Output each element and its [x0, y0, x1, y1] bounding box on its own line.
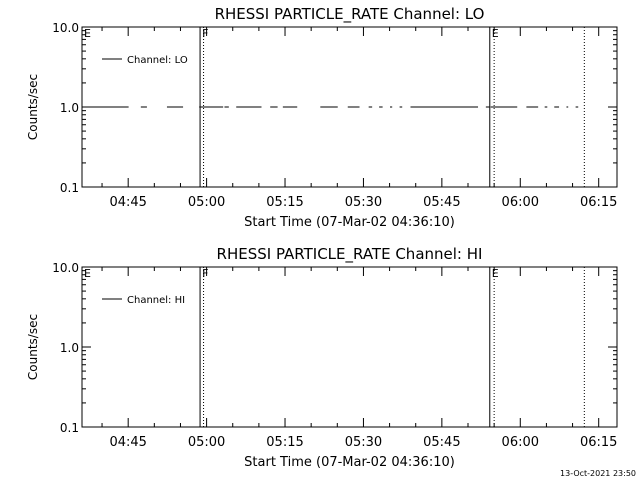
plot-frame [81, 266, 618, 428]
x-tick-label: 04:45 [109, 435, 146, 450]
y-axis-label: Counts/sec [26, 74, 40, 140]
y-tick-label: 1.0 [60, 341, 79, 355]
x-tick-label: 06:00 [502, 195, 539, 210]
chart-title: RHESSI PARTICLE_RATE Channel: LO [215, 5, 485, 24]
hi-channel-panel: RHESSI PARTICLE_RATE Channel: HI Counts/s… [26, 245, 618, 470]
attenuator-marker-label: F [202, 27, 208, 40]
y-tick-label: 0.1 [60, 181, 79, 195]
x-tick-label: 05:00 [188, 195, 225, 210]
x-tick-label: 05:15 [266, 195, 303, 210]
x-tick-label: 06:15 [580, 195, 617, 210]
attenuator-marker-label: E [492, 267, 499, 280]
y-tick-label: 10.0 [52, 21, 79, 35]
generation-timestamp: 13-Oct-2021 23:50 [560, 469, 636, 478]
x-tick-label: 04:45 [109, 195, 146, 210]
x-tick-label: 06:15 [580, 435, 617, 450]
chart-title: RHESSI PARTICLE_RATE Channel: HI [217, 245, 483, 264]
attenuator-marker-label: E [492, 27, 499, 40]
x-tick-label: 05:30 [345, 435, 382, 450]
y-axis-label: Counts/sec [26, 314, 40, 380]
y-tick-label: 1.0 [60, 101, 79, 115]
x-axis-label: Start Time (07-Mar-02 04:36:10) [244, 455, 455, 470]
x-tick-label: 05:30 [345, 195, 382, 210]
x-tick-label: 05:15 [266, 435, 303, 450]
attenuator-marker-label: E [84, 27, 91, 40]
x-tick-label: 06:00 [502, 435, 539, 450]
attenuator-marker-label: E [84, 267, 91, 280]
legend-label: Channel: LO [127, 55, 188, 66]
x-axis-label: Start Time (07-Mar-02 04:36:10) [244, 215, 455, 230]
y-tick-label: 10.0 [52, 261, 79, 275]
x-tick-label: 05:45 [423, 435, 460, 450]
x-tick-label: 05:00 [188, 435, 225, 450]
attenuator-marker-label: F [202, 267, 208, 280]
lo-channel-panel: RHESSI PARTICLE_RATE Channel: LO Counts/s… [26, 5, 618, 230]
legend-label: Channel: HI [127, 295, 185, 306]
x-tick-label: 05:45 [423, 195, 460, 210]
y-tick-label: 0.1 [60, 421, 79, 435]
